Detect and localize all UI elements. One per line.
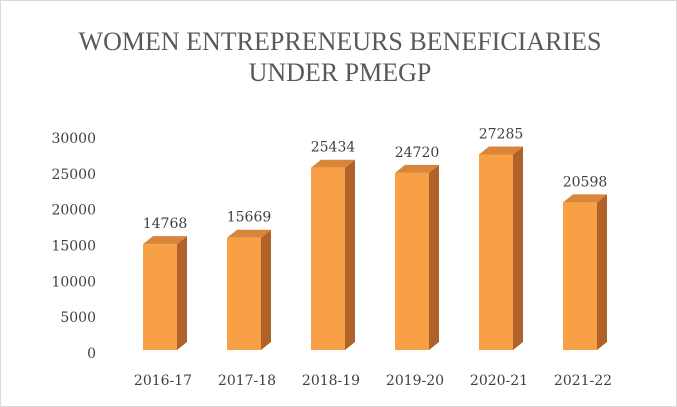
bar-side — [177, 236, 187, 350]
y-tick-label: 30000 — [51, 131, 96, 147]
x-tick-label: 2017-18 — [218, 373, 276, 389]
x-tick-label: 2020-21 — [470, 373, 528, 389]
bar-side — [261, 229, 271, 350]
bar — [227, 237, 261, 350]
data-label: 20598 — [563, 174, 608, 190]
bar — [563, 202, 597, 350]
bar-top — [563, 194, 607, 203]
bar-top — [395, 164, 439, 173]
y-tick-label: 0 — [87, 346, 96, 362]
data-label: 25434 — [311, 140, 356, 156]
data-label: 27285 — [479, 126, 524, 142]
x-tick-label: 2019-20 — [386, 373, 444, 389]
y-tick-label: 20000 — [51, 203, 96, 219]
bar — [479, 154, 513, 350]
x-tick-label: 2016-17 — [134, 373, 192, 389]
data-label: 15669 — [227, 210, 272, 226]
bar-side — [597, 194, 607, 350]
data-label: 14768 — [143, 216, 188, 232]
x-tick-label: 2018-19 — [302, 373, 360, 389]
bar-side — [429, 164, 439, 350]
bar-top — [143, 236, 187, 245]
bar-top — [479, 146, 523, 155]
data-label: 24720 — [395, 145, 440, 161]
bar-side — [513, 146, 523, 350]
bar — [311, 167, 345, 350]
bar — [395, 172, 429, 350]
x-tick-label: 2021-22 — [554, 373, 612, 389]
bar-top — [311, 159, 355, 168]
bar-top — [227, 229, 271, 238]
y-tick-label: 25000 — [51, 167, 96, 183]
bar-side — [345, 159, 355, 350]
chart-title: WOMEN ENTREPRENEURS BENEFICIARIES UNDER … — [78, 27, 602, 87]
y-tick-label: 5000 — [60, 310, 96, 326]
y-tick-label: 15000 — [51, 239, 96, 255]
y-tick-label: 10000 — [51, 274, 96, 290]
bar — [143, 244, 177, 350]
